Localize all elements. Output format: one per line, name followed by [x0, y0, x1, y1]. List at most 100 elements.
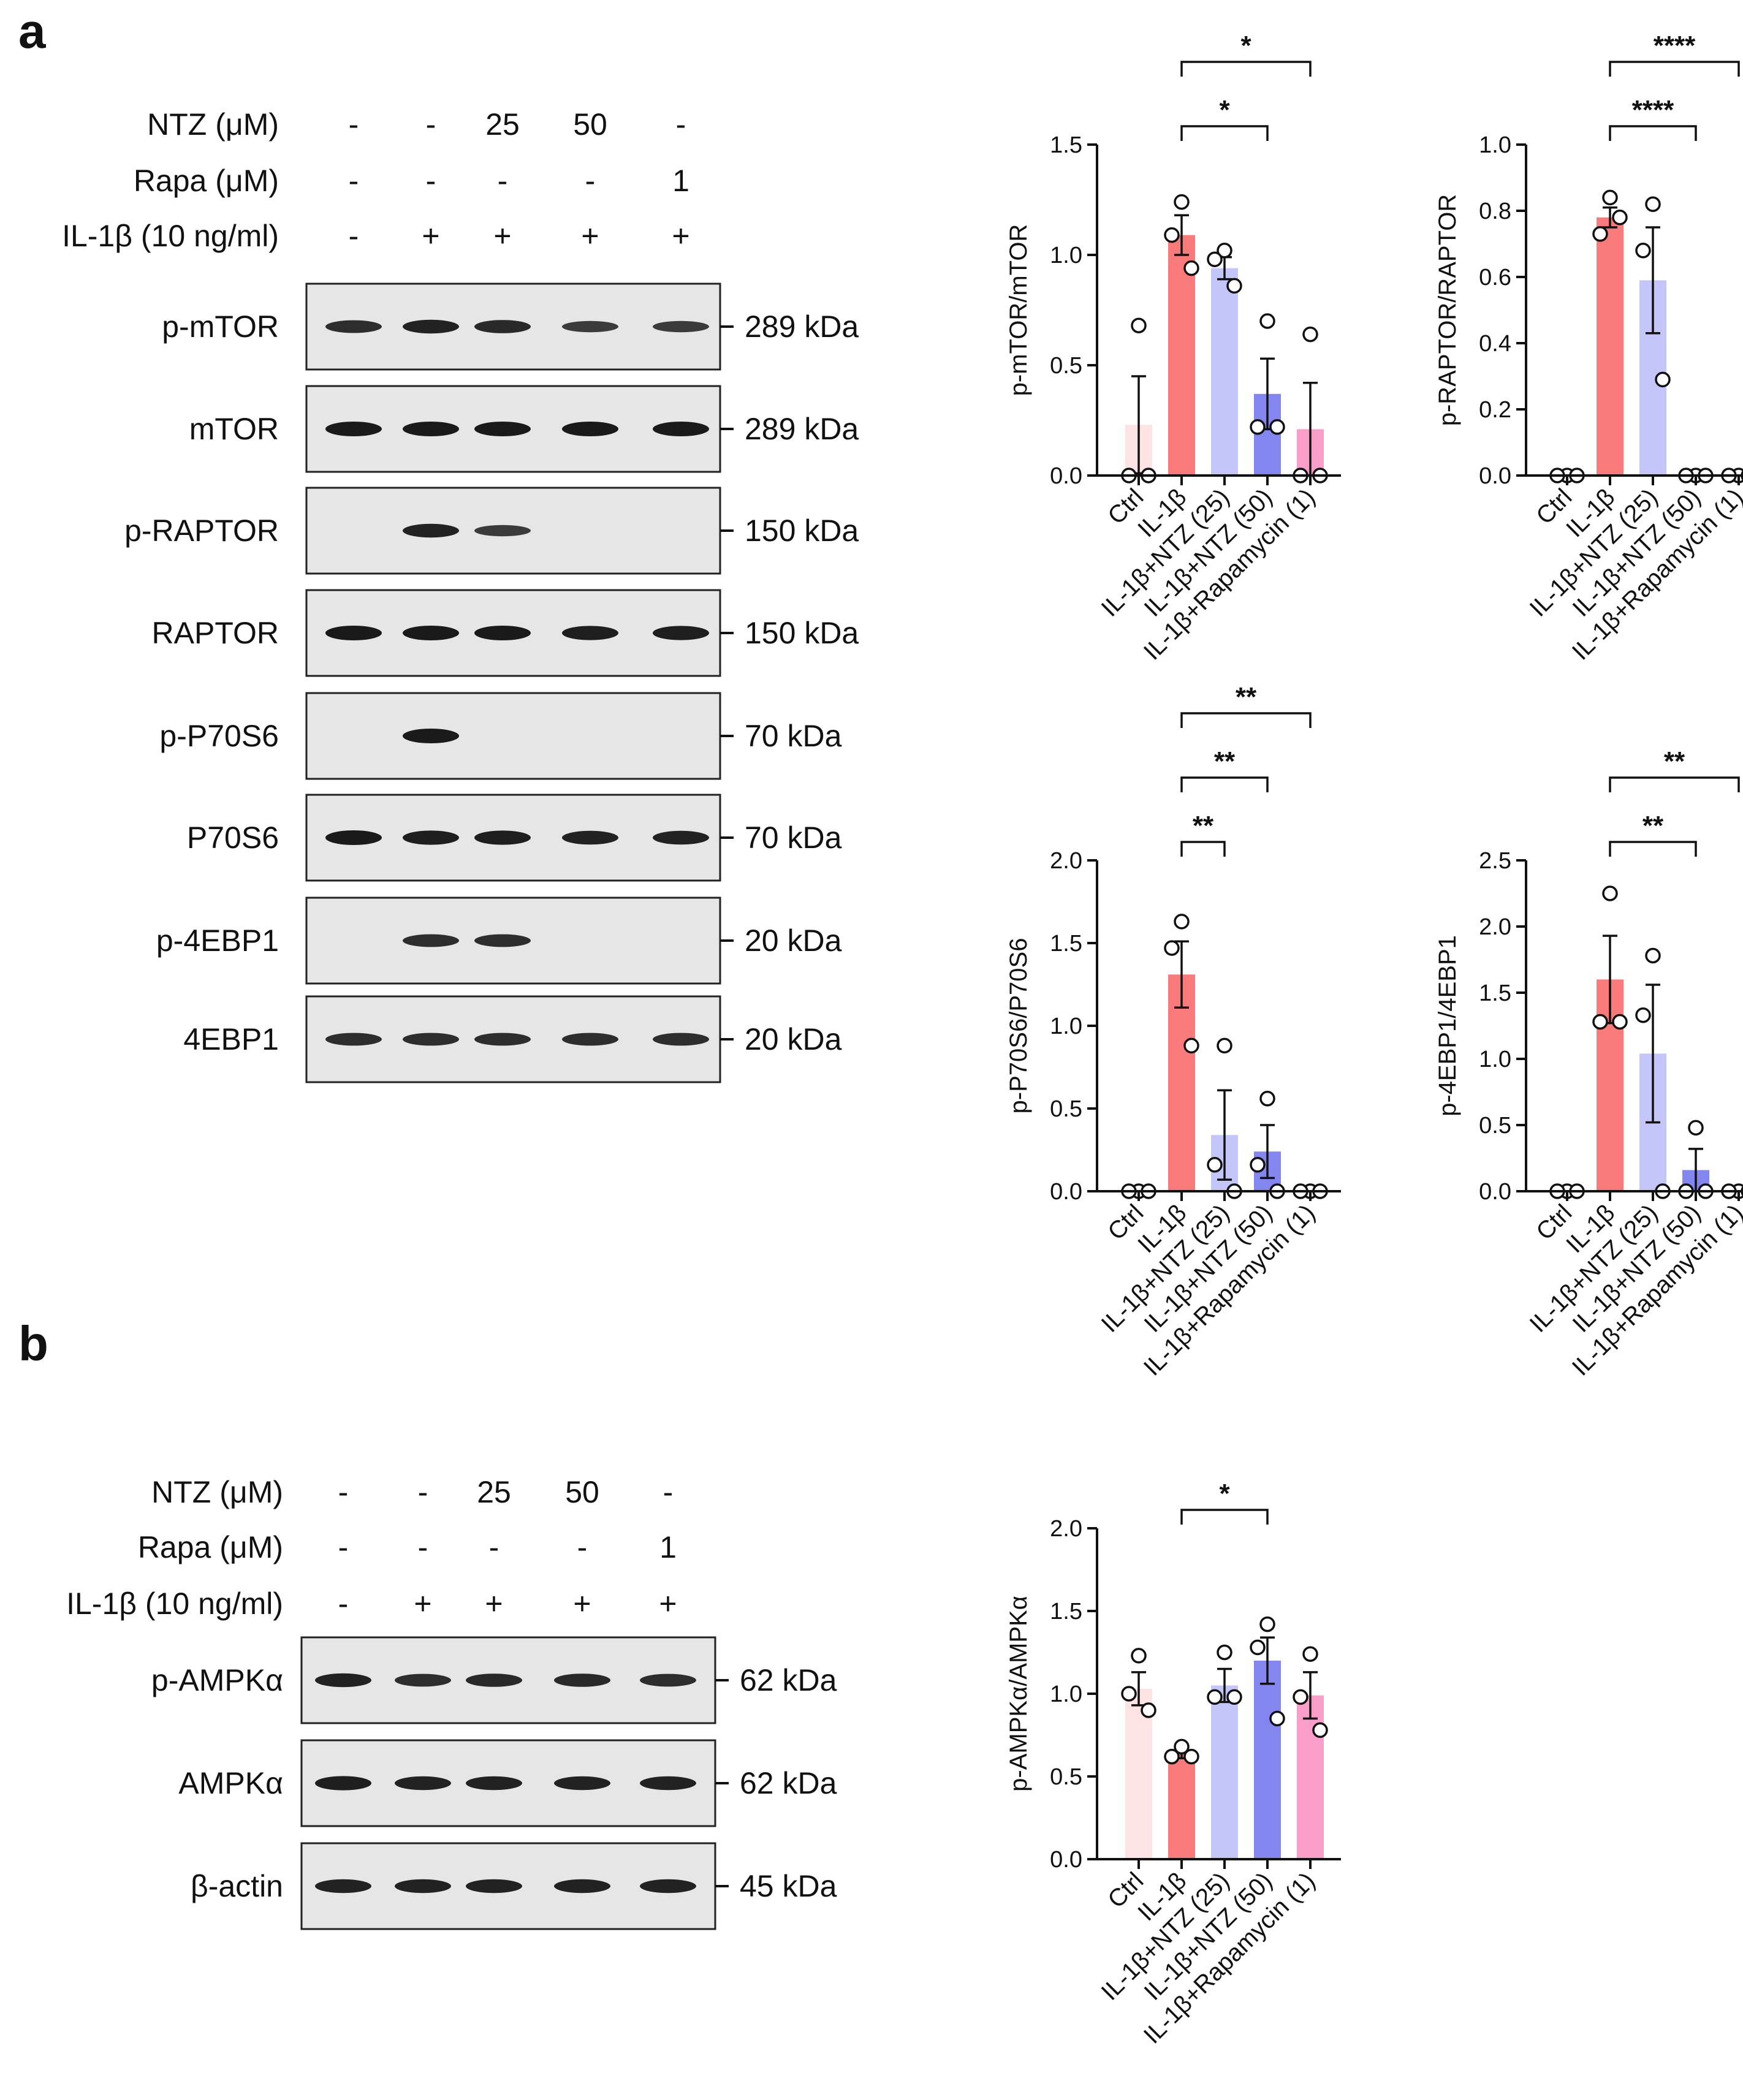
treatment-value: 50: [565, 1475, 599, 1509]
data-point: [1259, 313, 1275, 329]
protein-band: [562, 830, 618, 845]
data-point: [1612, 1014, 1628, 1030]
protein-band: [562, 422, 618, 436]
protein-band: [315, 1776, 371, 1791]
error-bar: [1646, 984, 1660, 1124]
blot-row-label: P70S6: [187, 821, 279, 855]
treatment-value: 1: [672, 164, 689, 198]
molecular-weight-label: 62 kDa: [740, 1766, 837, 1800]
y-tick-label: 1.0: [1050, 1014, 1082, 1039]
y-axis-label: p-AMPKα/AMPKα: [1005, 1596, 1032, 1792]
protein-band: [466, 1674, 522, 1687]
error-bar: [1260, 1124, 1275, 1180]
data-point: [1688, 1120, 1704, 1136]
molecular-weight-label: 150 kDa: [745, 616, 859, 650]
treatment-value: -: [577, 1530, 588, 1564]
molecular-weight-label: 289 kDa: [745, 309, 859, 344]
data-point: [1269, 419, 1285, 435]
protein-band: [403, 422, 459, 436]
y-axis-label: p-RAPTOR/RAPTOR: [1434, 194, 1461, 426]
data-point: [1645, 947, 1661, 964]
treatment-value: 25: [477, 1475, 511, 1509]
treatment-label: Rapa (μM): [134, 164, 279, 198]
y-axis-label: p-P70S6/P70S6: [1005, 938, 1032, 1114]
y-tick-label: 0.0: [1050, 1179, 1082, 1205]
molecular-weight-label: 20 kDa: [745, 923, 842, 958]
protein-band: [474, 830, 531, 845]
panel-b-letter: b: [18, 1316, 48, 1371]
molecular-weight-label: 45 kDa: [740, 1869, 837, 1903]
treatment-value: -: [418, 1475, 428, 1509]
y-tick-label: 1.0: [1479, 132, 1511, 158]
y-tick-label: 1.5: [1050, 931, 1082, 957]
treatment-value: -: [498, 164, 508, 198]
significance-label: **: [1193, 811, 1214, 841]
treatment-value: -: [338, 1586, 349, 1621]
treatment-value: +: [581, 219, 599, 253]
treatment-value: -: [338, 1530, 349, 1564]
data-point: [1612, 210, 1628, 226]
protein-band: [474, 422, 531, 436]
blot-row-label: p-AMPKα: [151, 1663, 283, 1697]
data-point: [1602, 885, 1618, 901]
data-point: [1293, 1689, 1308, 1705]
treatment-label: IL-1β (10 ng/ml): [62, 219, 279, 253]
data-point: [1183, 260, 1199, 276]
y-tick-label: 1.5: [1479, 980, 1511, 1006]
protein-band: [403, 729, 459, 743]
treatment-value: -: [349, 164, 359, 198]
y-tick-label: 0.5: [1050, 353, 1082, 379]
bar: [1254, 1661, 1281, 1859]
data-point: [1592, 226, 1608, 242]
significance-bracket: [1180, 841, 1226, 857]
significance-label: ****: [1654, 31, 1696, 61]
data-point: [1269, 1710, 1285, 1727]
panel-a-letter: a: [18, 4, 46, 58]
treatment-value: 25: [485, 107, 520, 142]
data-point: [1207, 251, 1223, 267]
data-point: [1207, 1157, 1223, 1173]
data-point: [1164, 227, 1180, 243]
treatment-value: +: [414, 1586, 431, 1621]
data-point: [1635, 243, 1651, 259]
y-tick-label: 0.2: [1479, 397, 1511, 423]
bar: [1211, 1685, 1238, 1859]
significance-label: *: [1219, 1479, 1230, 1509]
significance-bracket: [1609, 125, 1697, 141]
y-tick-label: 1.0: [1050, 1681, 1082, 1707]
treatment-value: -: [349, 107, 359, 142]
protein-band: [395, 1776, 451, 1791]
treatment-value: -: [489, 1530, 499, 1564]
protein-band: [562, 626, 618, 640]
y-tick-label: 1.0: [1050, 243, 1082, 268]
blot-box: [305, 692, 721, 780]
blot-row-label: RAPTOR: [152, 616, 279, 650]
data-point: [1259, 1091, 1275, 1107]
data-point: [1183, 1748, 1199, 1765]
data-point: [1592, 1014, 1608, 1030]
molecular-weight-label: 62 kDa: [740, 1663, 837, 1697]
blot-row-label: p-P70S6: [159, 719, 279, 753]
data-point: [1250, 419, 1266, 435]
bar: [1168, 974, 1195, 1191]
protein-band: [315, 1673, 371, 1688]
error-bar: [1646, 226, 1660, 335]
treatment-value: -: [676, 107, 686, 142]
treatment-label: NTZ (μM): [151, 1475, 283, 1509]
data-point: [1217, 1644, 1232, 1661]
y-tick-label: 0.5: [1479, 1113, 1511, 1139]
treatment-label: Rapa (μM): [138, 1530, 283, 1564]
protein-band: [403, 1033, 459, 1046]
protein-band: [474, 320, 531, 333]
protein-band: [474, 525, 531, 537]
molecular-weight-label: 289 kDa: [745, 412, 859, 446]
protein-band: [554, 1776, 610, 1791]
protein-band: [325, 422, 382, 436]
data-point: [1312, 1722, 1328, 1738]
significance-label: **: [1214, 746, 1236, 776]
protein-band: [403, 523, 459, 538]
y-tick-label: 0.5: [1050, 1764, 1082, 1790]
blot-row-label: p-RAPTOR: [124, 514, 279, 548]
y-tick-label: 1.5: [1050, 1599, 1082, 1624]
